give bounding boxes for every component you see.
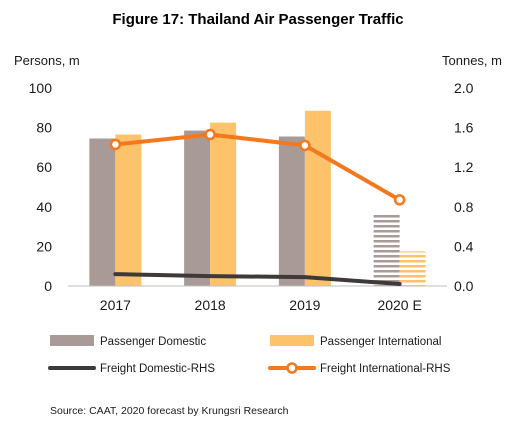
line-series <box>109 128 406 287</box>
left-axis-label: Persons, m <box>14 53 80 68</box>
right-axis-label: Tonnes, m <box>442 53 502 68</box>
chart-legend: Passenger Domestic Passenger Internationa… <box>48 335 451 375</box>
left-tick-label: 60 <box>36 159 52 175</box>
marker-freight-international-3 <box>393 194 406 206</box>
x-tick-label: 2017 <box>100 297 131 313</box>
bar-passenger-international-0 <box>115 134 142 286</box>
x-tick-label: 2018 <box>195 297 226 313</box>
legend-marker-freight-international <box>286 362 298 374</box>
bar-passenger-international-3 <box>399 251 426 286</box>
bar-passenger-domestic-0 <box>89 138 116 286</box>
right-tick-label: 0.4 <box>454 238 474 254</box>
bar-passenger-international-1 <box>210 122 237 287</box>
marker-freight-international-1 <box>204 128 216 141</box>
left-tick-label: 80 <box>36 120 52 136</box>
right-tick-label: 0.0 <box>454 278 474 294</box>
legend-swatch-passenger-domestic <box>50 335 94 346</box>
left-tick-label: 20 <box>36 238 52 254</box>
line-freight-domestic <box>113 272 402 287</box>
source-note: Source: CAAT, 2020 forecast by Krungsri … <box>50 405 289 417</box>
chart-title: Figure 17: Thailand Air Passenger Traffi… <box>112 11 403 28</box>
right-tick-label: 0.8 <box>454 199 474 215</box>
legend-swatch-passenger-international <box>270 335 314 346</box>
marker-freight-international-2 <box>299 139 311 152</box>
right-tick-label: 2.0 <box>454 80 474 96</box>
left-tick-label: 100 <box>29 80 53 96</box>
x-tick-label: 2020 E <box>377 297 421 313</box>
legend-label: Passenger Domestic <box>100 336 206 348</box>
right-tick-label: 1.6 <box>454 120 474 136</box>
line-freight-international <box>113 132 402 202</box>
bar-passenger-international-2 <box>304 110 331 287</box>
left-tick-label: 0 <box>44 278 52 294</box>
legend-label: Passenger International <box>320 336 441 348</box>
bar-passenger-domestic-3 <box>373 213 400 286</box>
x-axis-ticks: 2017 2018 2019 2020 E <box>100 297 422 313</box>
right-axis-ticks: 0.0 0.4 0.8 1.2 1.6 2.0 <box>454 80 474 294</box>
bar-passenger-domestic-1 <box>184 130 211 286</box>
legend-label: Freight Domestic-RHS <box>100 363 215 375</box>
x-tick-label: 2019 <box>289 297 320 313</box>
bar-series <box>89 110 426 287</box>
bar-passenger-domestic-2 <box>278 136 305 286</box>
right-tick-label: 1.2 <box>454 159 474 175</box>
legend-label: Freight International-RHS <box>320 363 451 375</box>
left-axis-ticks: 0 20 40 60 80 100 <box>29 80 53 294</box>
left-tick-label: 40 <box>36 199 52 215</box>
marker-freight-international-0 <box>109 138 122 151</box>
